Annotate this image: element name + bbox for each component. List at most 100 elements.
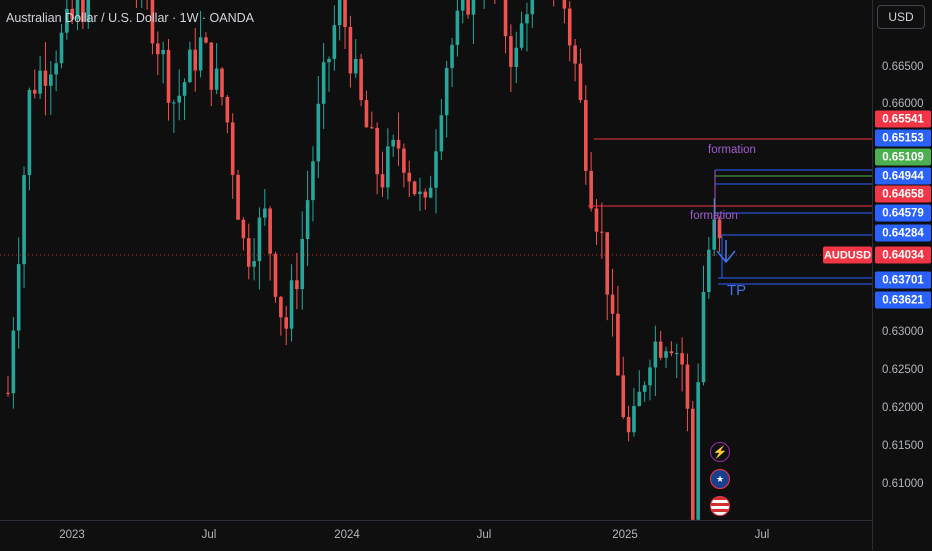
price-level-badge: 0.64579	[875, 204, 931, 222]
candle-body	[38, 70, 42, 94]
candle-body	[621, 375, 626, 418]
candle-body	[316, 103, 321, 162]
candle-body	[300, 238, 305, 290]
candle-body	[321, 62, 326, 104]
time-label: 2025	[612, 529, 638, 541]
candle-body	[519, 23, 524, 48]
candle-body	[578, 63, 583, 101]
candle-body	[81, 0, 85, 22]
candle-body	[59, 32, 64, 64]
time-label: Jul	[476, 529, 492, 541]
chart-area[interactable]: Australian Dollar / U.S. Dollar · 1W · O…	[0, 0, 872, 520]
candle-body	[685, 364, 690, 409]
candle-body	[562, 0, 567, 9]
candle-body	[691, 408, 695, 520]
candle-body	[172, 102, 176, 104]
price-level-badge: 0.63701	[875, 271, 931, 289]
time-label: 2024	[334, 529, 360, 541]
candle-body	[161, 49, 165, 55]
candle-body	[567, 8, 572, 46]
candle-body	[514, 47, 519, 67]
candle-body	[204, 37, 208, 43]
lightning-icon[interactable]: ⚡	[710, 442, 730, 462]
candle-body	[6, 392, 10, 394]
candle-body	[220, 68, 224, 97]
price-axis[interactable]: 0.66500 0.66000 0.63000 0.62500 0.62000 …	[872, 0, 932, 550]
candle-body	[637, 391, 642, 407]
candle-body	[530, 0, 535, 15]
candle-body	[348, 27, 353, 74]
candle-body	[605, 232, 609, 295]
candle-body	[11, 330, 16, 394]
candle-body	[311, 161, 315, 201]
formation-label-lower[interactable]: formation	[690, 210, 738, 222]
take-profit-label[interactable]: TP	[727, 282, 747, 299]
candle-body	[284, 317, 288, 329]
time-label: 2023	[59, 529, 85, 541]
candle-body	[241, 219, 246, 239]
candle-body	[27, 89, 32, 176]
candle-body	[343, 0, 347, 28]
price-level-badge: 0.63621	[875, 291, 931, 309]
candle-body	[75, 0, 80, 20]
candle-body	[32, 89, 37, 94]
candle-body	[193, 49, 198, 71]
candle-body	[375, 127, 379, 175]
price-tick: 0.61000	[882, 478, 924, 490]
candle-body	[263, 208, 267, 218]
time-axis[interactable]: 2023 Jul 2024 Jul 2025 Jul	[0, 520, 872, 551]
candle-body	[674, 353, 679, 355]
price-level-badge: 0.65109	[875, 148, 931, 166]
candle-body	[589, 170, 593, 209]
candle-body	[252, 261, 256, 267]
candle-body	[257, 217, 262, 262]
candle-body	[439, 115, 444, 152]
price-level-badge: 0.64658	[875, 185, 931, 203]
candle-body	[509, 36, 513, 67]
candle-body	[610, 294, 615, 314]
candle-body	[177, 95, 181, 103]
candle-body	[370, 127, 374, 129]
time-label: Jul	[754, 529, 770, 541]
candle-body	[188, 49, 192, 83]
candle-body	[444, 67, 449, 116]
usa-flag-icon[interactable]	[710, 496, 730, 516]
chart-title: Australian Dollar / U.S. Dollar · 1W · O…	[6, 11, 254, 25]
candle-body	[214, 68, 219, 90]
price-tick: 0.62000	[882, 402, 924, 414]
candle-body	[337, 0, 342, 26]
candle-body	[712, 219, 716, 250]
candle-body	[653, 341, 658, 368]
price-level-badge: 0.64944	[875, 167, 931, 185]
candle-body	[353, 59, 358, 74]
price-tick: 0.66000	[882, 98, 924, 110]
formation-label-upper[interactable]: formation	[708, 144, 756, 156]
price-tick: 0.66500	[882, 61, 924, 73]
candle-body	[466, 0, 470, 15]
candle-body	[332, 25, 337, 59]
price-level-badge: 0.64034	[875, 246, 931, 264]
candle-body	[402, 148, 406, 173]
candle-body	[156, 43, 160, 55]
candle-body	[658, 341, 663, 358]
candle-body	[305, 200, 310, 239]
candle-body	[455, 10, 460, 45]
candle-body	[273, 253, 278, 297]
candle-body	[450, 44, 454, 68]
price-level-badge: 0.64284	[875, 224, 931, 242]
candle-body	[573, 45, 577, 64]
candle-body	[225, 96, 230, 123]
candlestick-chart[interactable]	[0, 0, 872, 520]
price-tick: 0.63000	[882, 326, 924, 338]
australia-flag-icon[interactable]: ★	[710, 469, 730, 489]
candle-body	[386, 146, 390, 188]
currency-button[interactable]: USD	[877, 5, 925, 29]
candle-body	[289, 280, 294, 329]
symbol-price-badge: AUDUSD	[823, 246, 872, 264]
candle-body	[268, 208, 272, 254]
candle-body	[198, 37, 203, 71]
candle-body	[49, 74, 53, 86]
candle-body	[584, 100, 588, 171]
candle-body	[428, 187, 433, 198]
candle-body	[54, 63, 58, 75]
